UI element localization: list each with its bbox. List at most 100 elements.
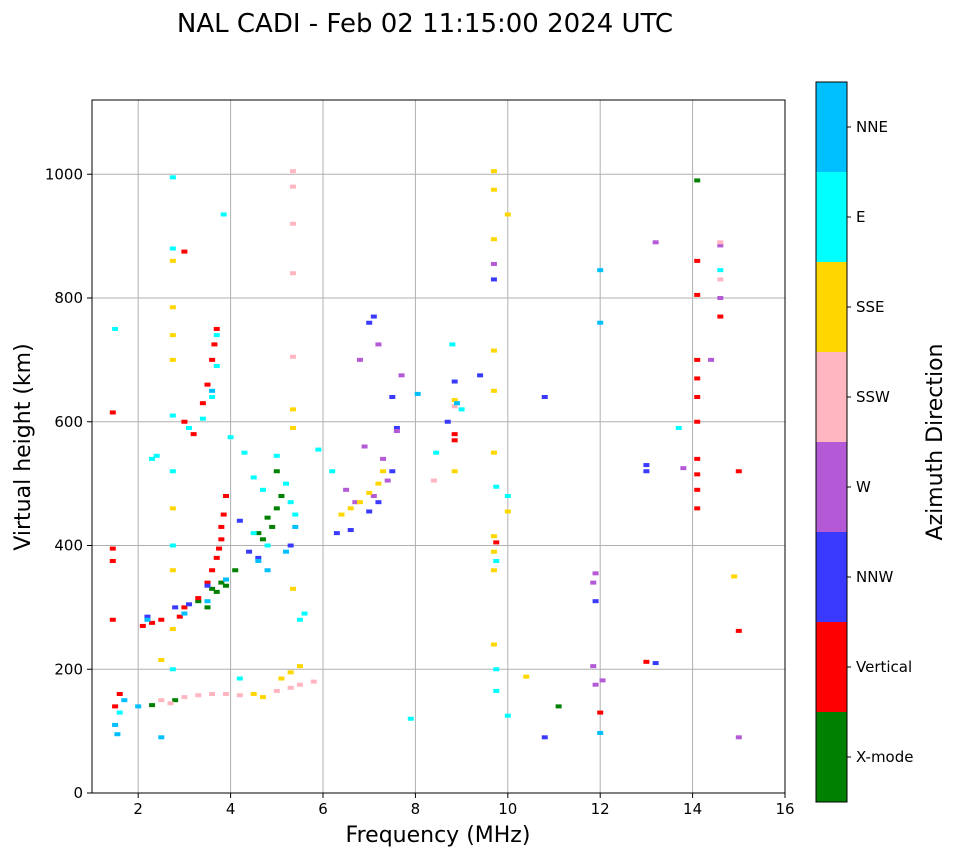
data-point bbox=[211, 342, 218, 347]
data-point bbox=[599, 678, 606, 683]
data-point bbox=[717, 240, 724, 245]
data-point bbox=[338, 512, 345, 517]
data-point bbox=[592, 571, 599, 576]
data-point bbox=[246, 549, 253, 554]
data-point bbox=[289, 184, 296, 189]
data-point bbox=[204, 580, 211, 585]
data-point bbox=[731, 574, 738, 579]
data-point bbox=[393, 425, 400, 430]
series-sse bbox=[158, 169, 738, 700]
data-point bbox=[370, 494, 377, 498]
data-point bbox=[169, 357, 176, 362]
colorbar-segment bbox=[816, 532, 847, 622]
data-point bbox=[451, 438, 458, 443]
data-point bbox=[451, 469, 458, 474]
data-point bbox=[694, 456, 701, 461]
data-point bbox=[169, 258, 176, 263]
data-point bbox=[287, 685, 294, 690]
data-point bbox=[213, 555, 220, 560]
series-vertical bbox=[109, 249, 742, 715]
colorbar-label-ssw: SSW bbox=[856, 388, 890, 406]
data-point bbox=[259, 487, 266, 492]
data-point bbox=[453, 401, 460, 406]
data-point bbox=[218, 537, 225, 542]
data-point bbox=[135, 704, 142, 709]
data-point bbox=[444, 419, 451, 424]
data-point bbox=[149, 456, 156, 461]
data-point bbox=[490, 642, 497, 647]
colorbar: X-mode Vertical NNW W SSW SSE E NNE bbox=[815, 81, 913, 803]
data-point bbox=[236, 518, 243, 523]
data-point bbox=[149, 703, 156, 708]
data-point bbox=[592, 682, 599, 687]
data-point bbox=[356, 500, 363, 505]
data-point bbox=[278, 494, 285, 498]
data-point bbox=[112, 722, 119, 727]
data-point bbox=[296, 617, 303, 622]
x-axis-label: Frequency (MHz) bbox=[346, 823, 531, 848]
colorbar-segment bbox=[816, 82, 847, 172]
data-point bbox=[289, 271, 296, 276]
data-point bbox=[694, 395, 701, 399]
data-point bbox=[222, 583, 229, 588]
data-point bbox=[222, 692, 229, 696]
data-point bbox=[389, 469, 396, 474]
data-point bbox=[112, 704, 119, 709]
data-point bbox=[283, 549, 290, 554]
data-point bbox=[158, 657, 165, 662]
data-point bbox=[451, 379, 458, 384]
data-point bbox=[393, 429, 400, 434]
data-point bbox=[643, 463, 650, 468]
data-point bbox=[169, 413, 176, 418]
data-point bbox=[301, 611, 308, 616]
data-point bbox=[209, 395, 216, 399]
data-point bbox=[169, 305, 176, 310]
data-point bbox=[597, 320, 604, 325]
data-point bbox=[289, 425, 296, 430]
data-point bbox=[708, 357, 715, 362]
data-point bbox=[255, 558, 262, 563]
data-point bbox=[375, 342, 382, 347]
data-point bbox=[209, 692, 216, 696]
data-point bbox=[504, 509, 511, 514]
x-tick-label: 16 bbox=[775, 800, 794, 818]
data-point bbox=[264, 515, 271, 520]
data-point bbox=[366, 490, 373, 495]
data-point bbox=[144, 617, 151, 622]
series-x-mode bbox=[149, 178, 701, 709]
data-point bbox=[490, 388, 497, 393]
data-point bbox=[375, 500, 382, 505]
data-point bbox=[451, 398, 458, 403]
data-point bbox=[264, 568, 271, 573]
data-point bbox=[680, 466, 687, 471]
data-point bbox=[398, 373, 405, 378]
data-point bbox=[366, 509, 373, 514]
data-point bbox=[694, 376, 701, 381]
x-tick-label: 4 bbox=[226, 800, 236, 818]
data-point bbox=[169, 568, 176, 573]
data-point bbox=[158, 735, 165, 740]
colorbar-label-w: W bbox=[856, 478, 871, 496]
data-point bbox=[592, 599, 599, 604]
data-point bbox=[490, 450, 497, 455]
data-point bbox=[269, 524, 276, 529]
series-w bbox=[343, 240, 742, 740]
data-marks bbox=[109, 169, 742, 740]
data-point bbox=[451, 404, 458, 409]
data-point bbox=[343, 487, 350, 492]
colorbar-segment bbox=[816, 442, 847, 532]
data-point bbox=[273, 506, 280, 511]
x-tick-label: 12 bbox=[591, 800, 610, 818]
data-point bbox=[273, 688, 280, 693]
data-point bbox=[236, 676, 243, 681]
data-point bbox=[717, 243, 724, 248]
data-point bbox=[181, 249, 188, 254]
data-point bbox=[169, 246, 176, 251]
data-point bbox=[490, 348, 497, 353]
data-point bbox=[717, 268, 724, 273]
colorbar-segment bbox=[816, 262, 847, 352]
data-point bbox=[109, 558, 116, 563]
data-point bbox=[490, 549, 497, 554]
data-point bbox=[204, 583, 211, 588]
data-point bbox=[407, 716, 414, 721]
